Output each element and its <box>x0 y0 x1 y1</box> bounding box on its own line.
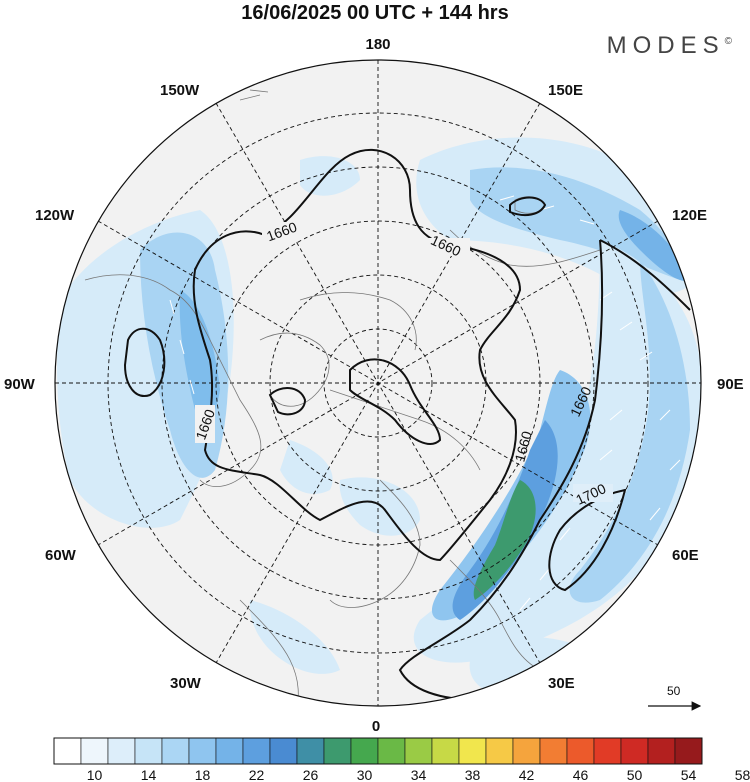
brand-text: MODES <box>606 32 725 59</box>
colorbar: 10141822263034384246505458626670 <box>53 737 750 782</box>
colorbar-swatch <box>350 737 379 765</box>
colorbar-swatch <box>296 737 325 765</box>
colorbar-swatch <box>377 737 406 765</box>
lon-label-150e: 150E <box>548 82 583 99</box>
colorbar-swatch <box>620 737 649 765</box>
colorbar-tick-label: 10 <box>87 767 103 782</box>
colorbar-tick-label: 26 <box>303 767 319 782</box>
colorbar-tick-label: 22 <box>249 767 265 782</box>
colorbar-swatch <box>566 737 595 765</box>
reference-vector: 50 <box>648 684 702 711</box>
colorbar-frame <box>53 737 703 765</box>
colorbar-tick-label: 14 <box>141 767 157 782</box>
colorbar-tick-label: 50 <box>627 767 643 782</box>
lon-label-30e: 30E <box>548 675 575 692</box>
colorbar-swatch <box>242 737 271 765</box>
colorbar-tick-label: 54 <box>681 767 697 782</box>
colorbar-swatch <box>161 737 190 765</box>
colorbar-tick-label: 38 <box>465 767 481 782</box>
colorbar-swatch <box>593 737 622 765</box>
colorbar-swatch <box>485 737 514 765</box>
lon-label-120e: 120E <box>672 207 707 224</box>
colorbar-swatch <box>539 737 568 765</box>
longitude-labels: 180 0 90W 90E 150W 120W 60W 30W 150E 120… <box>4 36 744 735</box>
brand-logo: MODES© <box>607 32 732 60</box>
colorbar-tick-label: 18 <box>195 767 211 782</box>
contour-label: 1660 <box>511 429 535 463</box>
map-border <box>54 59 702 707</box>
colorbar-tick-label: 30 <box>357 767 373 782</box>
colorbar-swatch <box>80 737 109 765</box>
colorbar-swatch <box>53 737 82 765</box>
colorbar-swatch <box>134 737 163 765</box>
graticule <box>55 60 701 706</box>
colorbar-swatch <box>323 737 352 765</box>
colorbar-swatch <box>269 737 298 765</box>
lon-label-60w: 60W <box>45 547 77 564</box>
colorbar-tick-label: 34 <box>411 767 427 782</box>
colorbar-swatch <box>188 737 217 765</box>
geopotential-contours <box>123 149 691 701</box>
reference-vector-value: 50 <box>667 684 681 698</box>
lon-label-120w: 120W <box>35 207 75 224</box>
lon-label-90w: 90W <box>4 376 36 393</box>
wind-speed-shading <box>57 137 701 697</box>
lon-label-30w: 30W <box>170 675 202 692</box>
lon-label-90e: 90E <box>717 376 744 393</box>
colorbar-swatch <box>674 737 703 765</box>
map-title: 16/06/2025 00 UTC + 144 hrs <box>241 2 509 24</box>
colorbar-tick-label: 46 <box>573 767 589 782</box>
colorbar-swatch <box>215 737 244 765</box>
colorbar-swatch <box>647 737 676 765</box>
lon-label-0: 0 <box>372 718 380 735</box>
colorbar-swatch <box>458 737 487 765</box>
colorbar-swatch <box>431 737 460 765</box>
colorbar-tick-label: 58 <box>735 767 750 782</box>
colorbar-swatch <box>512 737 541 765</box>
colorbar-swatch <box>107 737 136 765</box>
lon-label-150w: 150W <box>160 82 200 99</box>
lon-label-60e: 60E <box>672 547 699 564</box>
copyright-mark: © <box>724 36 732 47</box>
lon-label-180: 180 <box>365 36 390 53</box>
colorbar-swatch <box>404 737 433 765</box>
colorbar-tick-label: 42 <box>519 767 535 782</box>
